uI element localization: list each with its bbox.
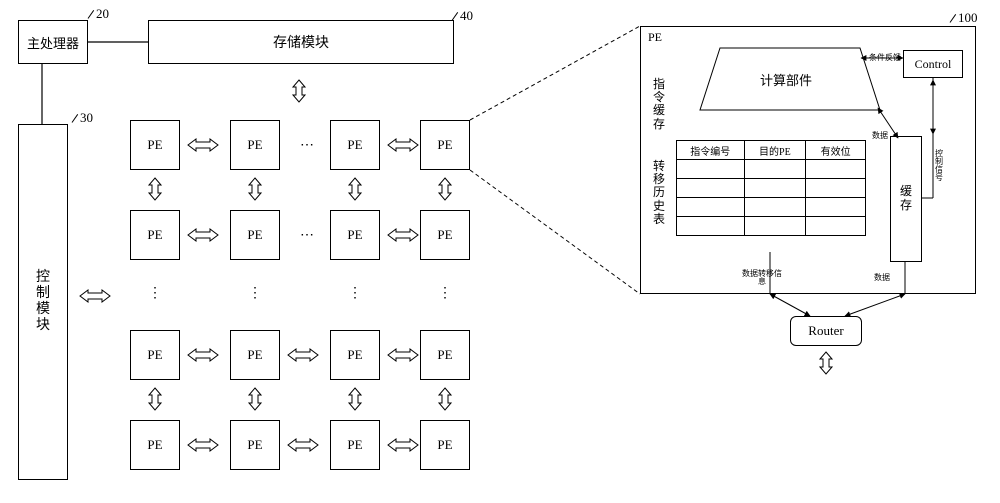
connectors: [0, 0, 1000, 503]
